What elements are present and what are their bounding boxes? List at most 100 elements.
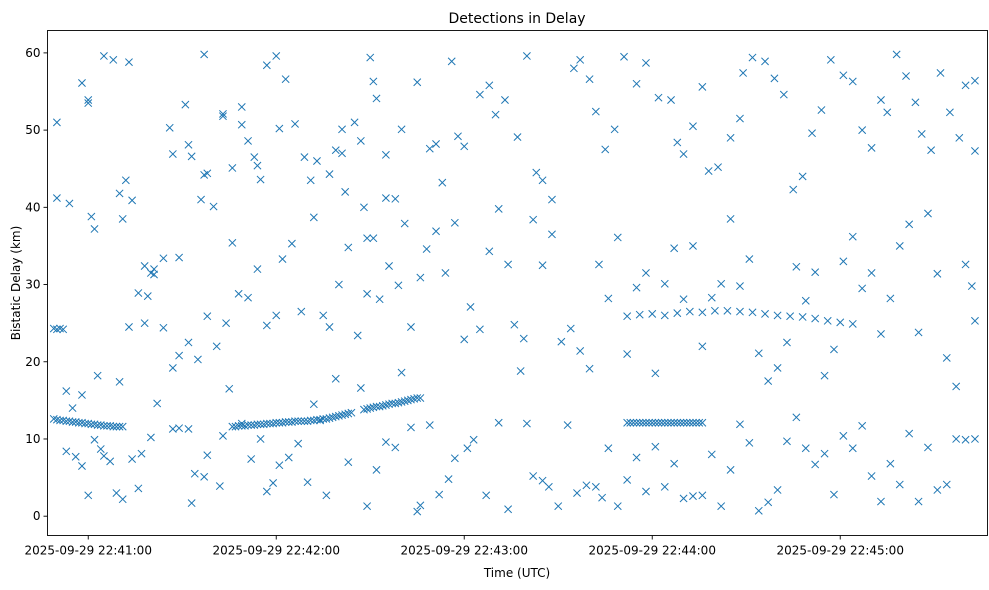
data-point xyxy=(78,462,86,470)
data-point xyxy=(739,69,748,77)
data-point xyxy=(435,490,444,499)
data-point xyxy=(52,194,61,203)
data-point xyxy=(284,453,293,462)
data-point xyxy=(197,195,205,204)
data-point xyxy=(441,269,450,277)
data-point xyxy=(397,368,406,377)
y-tick-label: 10 xyxy=(25,432,40,446)
data-point xyxy=(858,284,867,293)
data-point xyxy=(56,324,64,333)
data-point xyxy=(679,295,688,304)
data-point xyxy=(325,414,334,423)
data-point xyxy=(792,262,801,271)
data-point xyxy=(391,443,400,452)
data-point xyxy=(150,270,158,279)
data-point xyxy=(895,241,904,250)
data-point xyxy=(118,495,127,504)
data-point xyxy=(689,122,697,131)
data-point xyxy=(961,435,970,444)
data-point xyxy=(698,342,707,351)
data-point xyxy=(200,50,209,59)
data-point xyxy=(945,108,954,117)
data-point xyxy=(798,313,807,321)
data-point xyxy=(112,489,121,497)
data-point xyxy=(331,146,340,155)
data-point xyxy=(830,345,838,354)
data-point xyxy=(924,209,932,218)
data-point xyxy=(175,253,184,262)
data-point xyxy=(407,395,415,404)
data-point xyxy=(673,418,682,427)
data-point xyxy=(432,227,440,236)
data-point xyxy=(262,419,271,428)
data-point xyxy=(59,325,68,334)
data-point xyxy=(660,418,669,427)
data-point xyxy=(363,289,372,298)
data-point xyxy=(140,319,149,328)
data-point xyxy=(902,72,910,81)
data-point xyxy=(573,489,581,497)
data-point xyxy=(209,202,218,211)
data-point xyxy=(726,465,735,474)
data-point xyxy=(798,172,807,181)
data-point xyxy=(366,404,375,413)
data-point xyxy=(698,308,707,317)
data-point xyxy=(698,82,707,91)
data-point xyxy=(635,418,644,427)
data-point xyxy=(557,337,566,346)
data-point xyxy=(955,133,964,142)
data-point xyxy=(234,289,243,298)
x-axis: 2025-09-29 22:41:00 2025-09-29 22:42:00 20… xyxy=(25,535,904,558)
data-point xyxy=(786,312,795,321)
data-point xyxy=(278,255,287,264)
data-point xyxy=(707,293,716,302)
data-point xyxy=(322,491,331,500)
data-point xyxy=(754,349,763,358)
data-point xyxy=(660,311,669,320)
data-point xyxy=(569,64,578,73)
data-point xyxy=(140,262,149,270)
data-point xyxy=(407,323,415,331)
data-point xyxy=(400,219,409,228)
data-point xyxy=(632,79,641,88)
data-point xyxy=(685,307,694,316)
data-point xyxy=(877,96,885,104)
data-point xyxy=(128,196,137,205)
data-point xyxy=(886,459,895,468)
data-point xyxy=(313,157,321,165)
data-point xyxy=(99,52,108,60)
y-tick-label: 0 xyxy=(33,509,41,523)
data-point xyxy=(159,254,168,263)
data-point xyxy=(381,401,390,409)
data-point xyxy=(112,422,121,431)
data-point xyxy=(322,414,331,423)
data-point xyxy=(331,374,340,383)
data-point xyxy=(673,309,682,318)
data-point xyxy=(924,443,932,452)
data-point xyxy=(244,293,252,302)
data-point xyxy=(689,492,697,501)
data-point xyxy=(244,136,252,145)
data-point xyxy=(877,497,885,506)
data-point xyxy=(93,371,102,380)
data-point xyxy=(642,418,650,427)
data-point xyxy=(262,61,271,70)
data-point xyxy=(184,140,193,149)
data-point xyxy=(858,421,867,430)
data-point xyxy=(867,143,876,152)
data-point xyxy=(657,418,666,427)
data-point xyxy=(469,435,478,444)
data-point xyxy=(942,480,951,489)
data-point xyxy=(187,152,196,161)
data-point xyxy=(49,324,58,333)
data-point xyxy=(372,465,381,474)
data-point xyxy=(397,397,406,406)
data-point xyxy=(942,353,951,362)
data-point xyxy=(78,79,86,87)
data-point xyxy=(726,214,735,223)
data-point xyxy=(892,50,901,59)
data-point xyxy=(848,232,857,241)
data-point xyxy=(121,176,130,185)
data-point xyxy=(165,123,174,132)
data-point xyxy=(679,494,688,503)
